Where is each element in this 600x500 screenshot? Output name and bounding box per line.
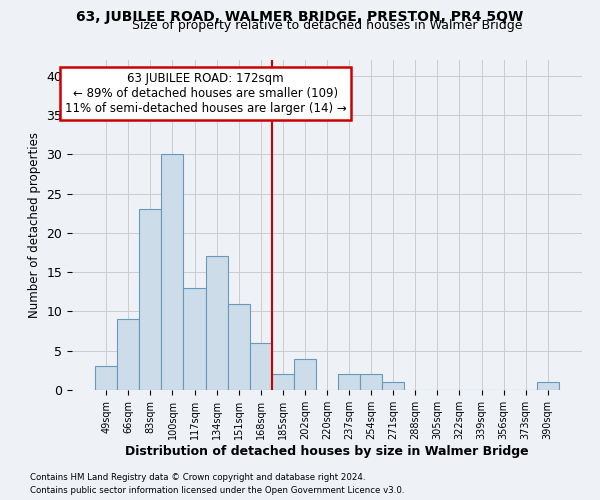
X-axis label: Distribution of detached houses by size in Walmer Bridge: Distribution of detached houses by size … bbox=[125, 444, 529, 458]
Bar bbox=[360, 374, 382, 390]
Text: 63, JUBILEE ROAD, WALMER BRIDGE, PRESTON, PR4 5QW: 63, JUBILEE ROAD, WALMER BRIDGE, PRESTON… bbox=[76, 10, 524, 24]
Text: Contains HM Land Registry data © Crown copyright and database right 2024.
Contai: Contains HM Land Registry data © Crown c… bbox=[30, 474, 404, 495]
Bar bbox=[161, 154, 184, 390]
Bar bbox=[95, 366, 117, 390]
Bar bbox=[338, 374, 360, 390]
Bar bbox=[206, 256, 227, 390]
Bar bbox=[250, 343, 272, 390]
Bar bbox=[294, 358, 316, 390]
Y-axis label: Number of detached properties: Number of detached properties bbox=[28, 132, 41, 318]
Bar bbox=[537, 382, 559, 390]
Title: Size of property relative to detached houses in Walmer Bridge: Size of property relative to detached ho… bbox=[132, 20, 522, 32]
Bar bbox=[139, 210, 161, 390]
Bar bbox=[272, 374, 294, 390]
Bar bbox=[184, 288, 206, 390]
Bar bbox=[227, 304, 250, 390]
Bar bbox=[382, 382, 404, 390]
Bar bbox=[117, 320, 139, 390]
Text: 63 JUBILEE ROAD: 172sqm
← 89% of detached houses are smaller (109)
11% of semi-d: 63 JUBILEE ROAD: 172sqm ← 89% of detache… bbox=[65, 72, 346, 115]
